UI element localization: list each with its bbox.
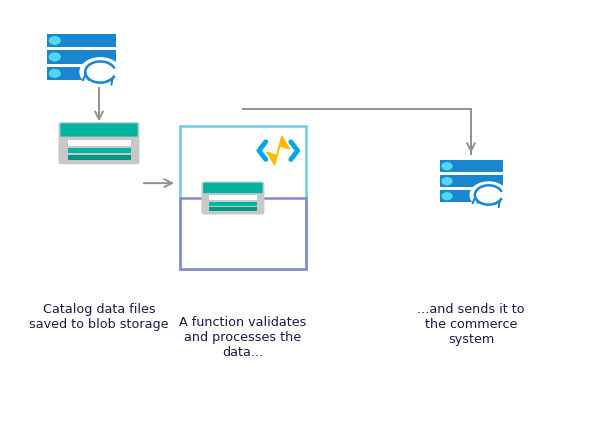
Circle shape bbox=[442, 178, 452, 185]
Text: A function validates
and processes the
data...: A function validates and processes the d… bbox=[179, 316, 307, 359]
FancyBboxPatch shape bbox=[439, 175, 503, 187]
FancyBboxPatch shape bbox=[439, 160, 503, 172]
Circle shape bbox=[442, 193, 452, 200]
FancyBboxPatch shape bbox=[47, 34, 115, 47]
Polygon shape bbox=[267, 136, 290, 165]
FancyBboxPatch shape bbox=[67, 148, 131, 153]
FancyBboxPatch shape bbox=[61, 123, 138, 136]
Circle shape bbox=[442, 163, 452, 170]
FancyBboxPatch shape bbox=[202, 181, 265, 214]
FancyBboxPatch shape bbox=[67, 155, 131, 160]
FancyBboxPatch shape bbox=[209, 195, 257, 200]
FancyBboxPatch shape bbox=[203, 183, 263, 193]
FancyBboxPatch shape bbox=[59, 122, 139, 164]
Circle shape bbox=[470, 182, 507, 208]
Circle shape bbox=[49, 69, 60, 77]
FancyBboxPatch shape bbox=[209, 207, 257, 210]
FancyBboxPatch shape bbox=[439, 190, 503, 203]
Circle shape bbox=[49, 53, 60, 61]
Text: ...and sends it to
the commerce
system: ...and sends it to the commerce system bbox=[417, 303, 525, 346]
FancyBboxPatch shape bbox=[209, 202, 257, 205]
FancyBboxPatch shape bbox=[67, 140, 131, 146]
FancyBboxPatch shape bbox=[47, 67, 115, 80]
Circle shape bbox=[80, 58, 121, 86]
FancyBboxPatch shape bbox=[47, 50, 115, 64]
Text: Catalog data files
saved to blob storage: Catalog data files saved to blob storage bbox=[29, 303, 169, 331]
Circle shape bbox=[49, 37, 60, 44]
FancyBboxPatch shape bbox=[180, 126, 306, 269]
